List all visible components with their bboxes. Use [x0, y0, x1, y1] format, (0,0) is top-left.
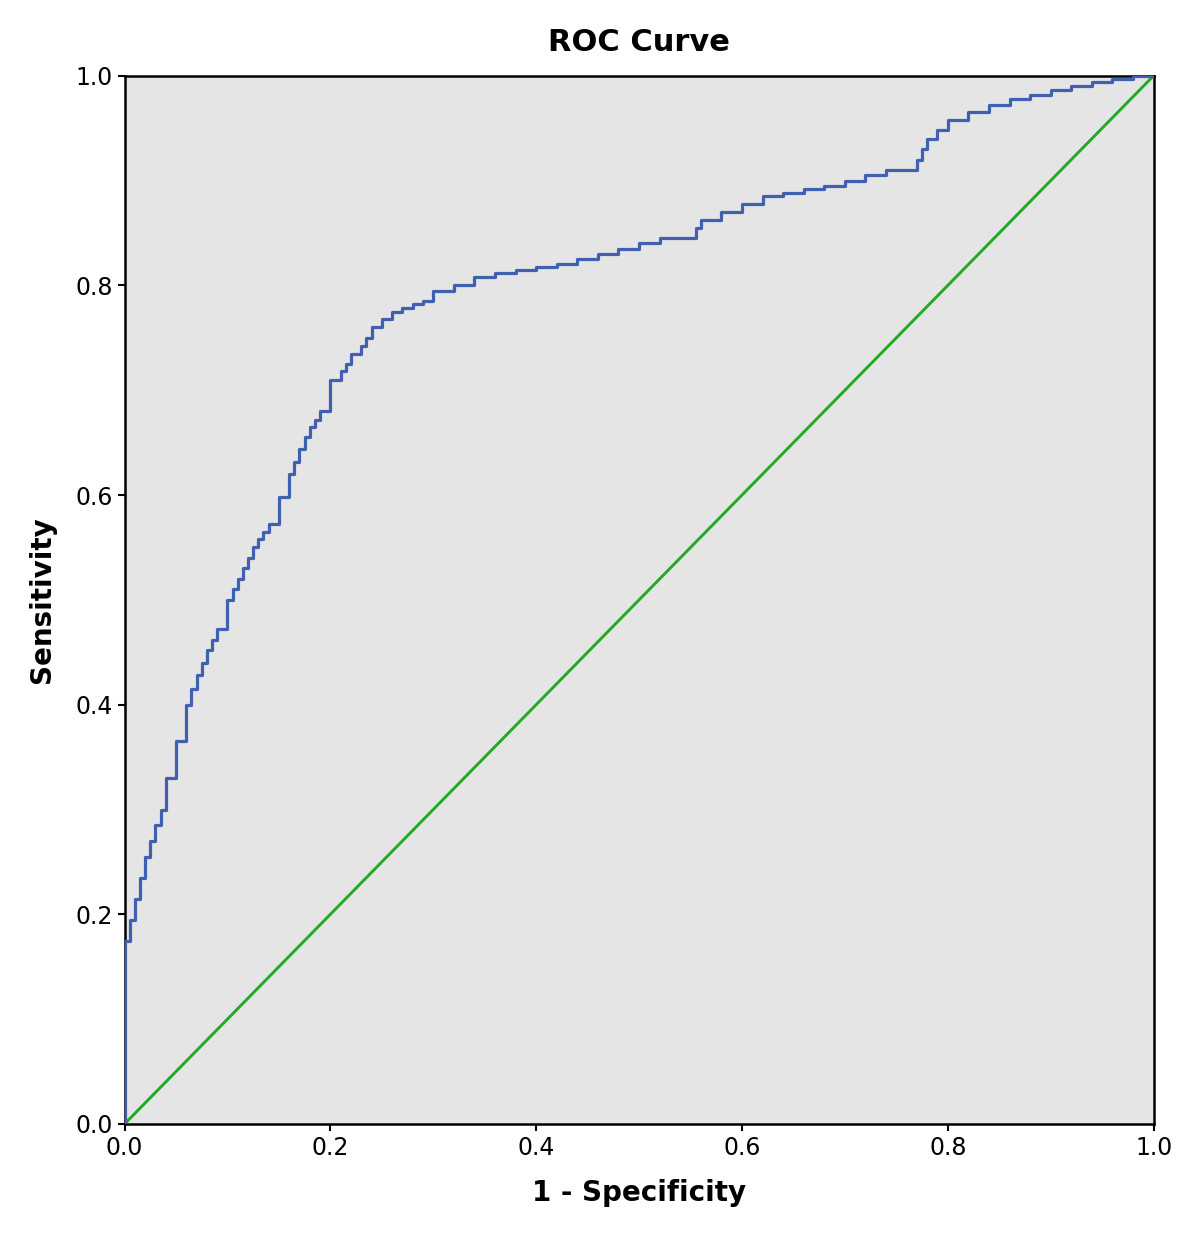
Y-axis label: Sensitivity: Sensitivity [28, 516, 55, 683]
X-axis label: 1 - Specificity: 1 - Specificity [532, 1179, 746, 1208]
Title: ROC Curve: ROC Curve [548, 27, 730, 57]
